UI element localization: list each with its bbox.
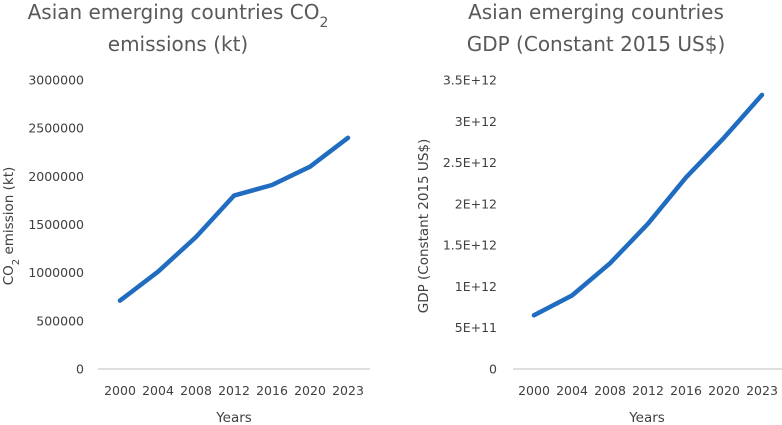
co2-y-tick-label: 2500000: [28, 121, 84, 136]
co2-x-tick-label: 2000: [104, 383, 136, 398]
co2-x-tick-label: 2004: [142, 383, 174, 398]
gdp-x-ticks: 2000 2004 2008 2012 2016 2020 2023: [518, 383, 778, 398]
gdp-y-tick-label: 3.5E+12: [443, 73, 497, 88]
gdp-y-tick-label: 1.5E+12: [443, 238, 497, 253]
co2-x-ticks: 2000 2004 2008 2012 2016 2020 2023: [104, 383, 364, 398]
gdp-x-axis-title: Years: [628, 410, 665, 425]
gdp-x-tick-label: 2020: [708, 383, 740, 398]
gdp-y-tick-label: 1E+12: [455, 279, 497, 294]
co2-y-tick-label: 2000000: [28, 169, 84, 184]
gdp-y-tick-label: 0: [489, 362, 497, 377]
co2-y-tick-label: 1500000: [28, 217, 84, 232]
co2-x-tick-label: 2016: [256, 383, 288, 398]
gdp-x-tick-label: 2012: [632, 383, 664, 398]
gdp-y-ticks: 0 5E+11 1E+12 1.5E+12 2E+12 2.5E+12 3E+12 3.5E+…: [443, 73, 497, 377]
gdp-series-line: [531, 92, 765, 318]
co2-x-tick-label: 2012: [218, 383, 250, 398]
gdp-y-tick-label: 2.5E+12: [443, 155, 497, 170]
gdp-chart: Asian emerging countries GDP (Constant 2…: [416, 0, 782, 425]
gdp-y-tick-label: 5E+11: [455, 320, 497, 335]
co2-chart-title-line2: emissions (kt): [108, 32, 248, 56]
gdp-x-tick-label: 2008: [594, 383, 626, 398]
gdp-x-tick-label: 2023: [746, 383, 778, 398]
co2-x-tick-label: 2008: [180, 383, 212, 398]
gdp-x-tick-label: 2016: [670, 383, 702, 398]
co2-chart: Asian emerging countries CO2 emissions (…: [1, 0, 370, 425]
co2-x-tick-label: 2020: [294, 383, 326, 398]
co2-y-ticks: 0 500000 1000000 1500000 2000000 2500000 30000…: [28, 73, 84, 377]
co2-series-line: [117, 135, 351, 303]
gdp-chart-title-line2: GDP (Constant 2015 US$): [467, 32, 726, 56]
gdp-y-axis-title: GDP (Constant 2015 US$): [416, 139, 432, 314]
co2-x-tick-label: 2023: [332, 383, 364, 398]
co2-y-tick-label: 0: [76, 362, 84, 377]
gdp-y-tick-label: 2E+12: [455, 196, 497, 211]
gdp-y-tick-label: 3E+12: [455, 114, 497, 129]
gdp-x-tick-label: 2004: [556, 383, 588, 398]
co2-x-axis-title: Years: [215, 410, 252, 425]
co2-y-tick-label: 1000000: [28, 265, 84, 280]
co2-y-tick-label: 3000000: [28, 73, 84, 88]
co2-y-tick-label: 500000: [36, 313, 84, 328]
co2-chart-title-line1: Asian emerging countries CO2: [28, 0, 329, 31]
gdp-x-tick-label: 2000: [518, 383, 550, 398]
gdp-chart-title-line1: Asian emerging countries: [468, 0, 724, 24]
co2-y-axis-title: CO2 emission (kt): [1, 167, 22, 286]
